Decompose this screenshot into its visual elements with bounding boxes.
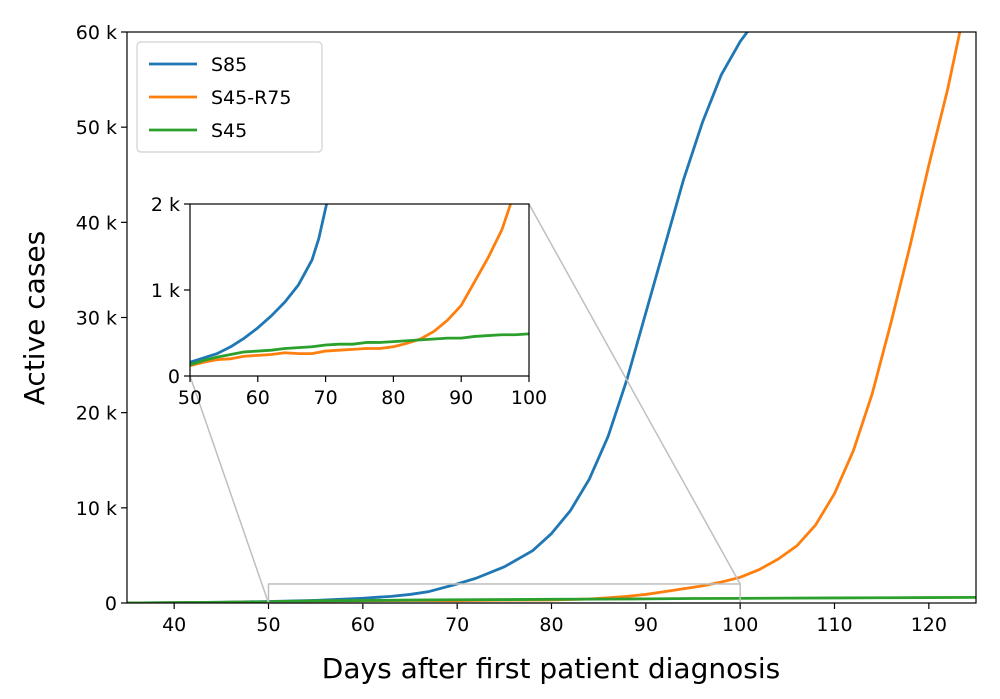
series-line-s45 xyxy=(127,595,976,603)
zoom-connector-right xyxy=(528,203,741,585)
legend-label-s45: S45 xyxy=(211,120,247,142)
y-tick-label: 10 k xyxy=(76,498,117,520)
x-axis-title: Days after first patient diagnosis xyxy=(322,652,780,685)
x-tick-label: 110 xyxy=(816,614,852,636)
inset-x-tick-label: 80 xyxy=(381,387,405,409)
inset-x-tick-label: 50 xyxy=(178,387,202,409)
inset-series-line-s45-r75 xyxy=(190,204,513,368)
y-tick-label: 0 xyxy=(105,593,117,615)
inset-y-tick-label: 2 k xyxy=(151,194,180,216)
y-tick-label: 20 k xyxy=(76,403,117,425)
legend-box xyxy=(136,41,323,153)
legend-label-s45-r75: S45-R75 xyxy=(211,87,291,109)
inset-x-tick-label: 90 xyxy=(449,387,473,409)
y-tick-label: 50 k xyxy=(76,117,117,139)
legend-layer: S85 S45-R75 S45 xyxy=(136,41,323,153)
x-tick-label: 100 xyxy=(722,614,758,636)
x-tick-label: 50 xyxy=(256,614,280,636)
inset-x-tick-label: 60 xyxy=(246,387,270,409)
x-tick-label: 70 xyxy=(445,614,469,636)
x-tick-label: 80 xyxy=(539,614,563,636)
y-axis-title: Active cases xyxy=(18,231,51,405)
inset-background xyxy=(190,204,529,376)
main-frame-layer xyxy=(126,31,977,604)
plot-frame xyxy=(126,31,977,604)
zoom-connector-left xyxy=(189,375,270,604)
main-axes-layer: 40 50 60 70 80 90 100 110 120 0 10 k 20 k 30 k 40 k 50… xyxy=(76,22,947,636)
inset-series-line-s45 xyxy=(190,332,529,367)
y-tick-label: 30 k xyxy=(76,308,117,330)
x-tick-label: 90 xyxy=(634,614,658,636)
inset-layer: 50 60 70 80 90 100 0 1 k 2 k xyxy=(151,194,547,409)
x-tick-label: 60 xyxy=(351,614,375,636)
y-tick-label: 40 k xyxy=(76,212,117,234)
x-tick-label: 120 xyxy=(911,614,947,636)
y-tick-label: 60 k xyxy=(76,22,117,44)
inset-series-line-s85 xyxy=(190,204,329,364)
x-tick-label: 40 xyxy=(162,614,186,636)
legend-label-s85: S85 xyxy=(211,54,247,76)
inset-y-tick-label: 0 xyxy=(168,366,180,388)
inset-x-tick-label: 100 xyxy=(511,387,547,409)
inset-y-tick-label: 1 k xyxy=(151,280,180,302)
inset-x-tick-label: 70 xyxy=(314,387,338,409)
